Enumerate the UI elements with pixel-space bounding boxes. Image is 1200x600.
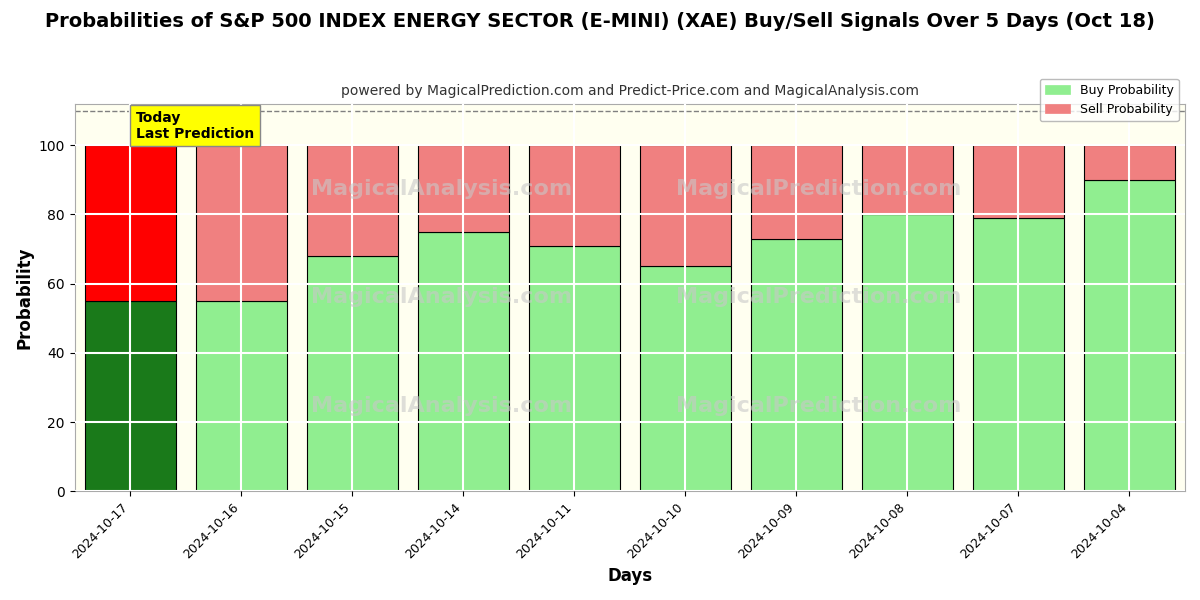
X-axis label: Days: Days xyxy=(607,567,653,585)
Bar xyxy=(862,214,953,491)
Bar xyxy=(973,145,1064,218)
Text: MagicalPrediction.com: MagicalPrediction.com xyxy=(676,287,961,307)
Text: Probabilities of S&P 500 INDEX ENERGY SECTOR (E-MINI) (XAE) Buy/Sell Signals Ove: Probabilities of S&P 500 INDEX ENERGY SE… xyxy=(46,12,1154,31)
Bar xyxy=(418,145,509,232)
Title: powered by MagicalPrediction.com and Predict-Price.com and MagicalAnalysis.com: powered by MagicalPrediction.com and Pre… xyxy=(341,85,919,98)
Bar xyxy=(1084,145,1175,180)
Bar xyxy=(529,245,620,491)
Text: Today
Last Prediction: Today Last Prediction xyxy=(136,110,254,141)
Bar xyxy=(973,218,1064,491)
Bar xyxy=(85,145,175,301)
Text: MagicalPrediction.com: MagicalPrediction.com xyxy=(676,396,961,416)
Bar xyxy=(640,266,731,491)
Text: MagicalAnalysis.com: MagicalAnalysis.com xyxy=(311,396,571,416)
Bar xyxy=(751,239,842,491)
Bar xyxy=(196,301,287,491)
Text: MagicalPrediction.com: MagicalPrediction.com xyxy=(676,179,961,199)
Bar xyxy=(307,256,397,491)
Bar xyxy=(862,145,953,214)
Bar xyxy=(307,145,397,256)
Text: MagicalAnalysis.com: MagicalAnalysis.com xyxy=(311,287,571,307)
Legend: Buy Probability, Sell Probability: Buy Probability, Sell Probability xyxy=(1040,79,1178,121)
Bar xyxy=(85,301,175,491)
Bar xyxy=(751,145,842,239)
Bar xyxy=(1084,180,1175,491)
Bar xyxy=(640,145,731,266)
Bar xyxy=(529,145,620,245)
Text: MagicalAnalysis.com: MagicalAnalysis.com xyxy=(311,179,571,199)
Y-axis label: Probability: Probability xyxy=(16,246,34,349)
Bar xyxy=(196,145,287,301)
Bar xyxy=(418,232,509,491)
